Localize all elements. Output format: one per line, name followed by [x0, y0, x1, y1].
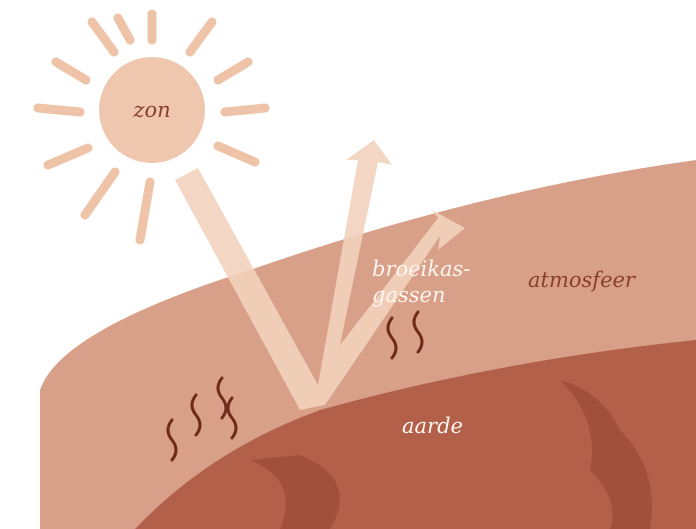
gas-label: broeikas-	[372, 257, 470, 281]
atmosphere-label: atmosfeer	[528, 268, 637, 292]
gas-label: gassen	[372, 283, 445, 307]
earth-label: aarde	[402, 414, 463, 438]
sun-label: zon	[132, 98, 170, 122]
greenhouse-diagram: zon broeikas- gassen atmosfeer aarde	[0, 0, 696, 529]
